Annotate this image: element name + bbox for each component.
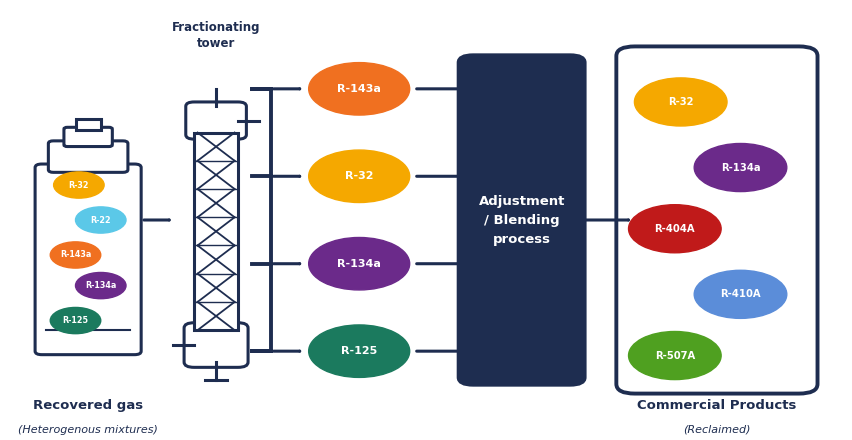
Text: R-134a: R-134a bbox=[337, 259, 381, 269]
Circle shape bbox=[308, 150, 409, 202]
Circle shape bbox=[308, 238, 409, 290]
Text: Fractionating
tower: Fractionating tower bbox=[171, 21, 260, 50]
Text: Adjustment
/ Blending
process: Adjustment / Blending process bbox=[478, 194, 564, 246]
FancyBboxPatch shape bbox=[458, 55, 584, 385]
Text: R-32: R-32 bbox=[667, 97, 693, 107]
Text: R-134a: R-134a bbox=[85, 281, 117, 290]
FancyBboxPatch shape bbox=[49, 141, 128, 172]
FancyBboxPatch shape bbox=[616, 47, 816, 393]
Text: R-507A: R-507A bbox=[654, 351, 694, 360]
FancyBboxPatch shape bbox=[35, 164, 141, 355]
Circle shape bbox=[634, 78, 726, 126]
Circle shape bbox=[50, 242, 101, 268]
Circle shape bbox=[54, 172, 104, 198]
FancyBboxPatch shape bbox=[64, 127, 112, 147]
Bar bbox=[76, 119, 101, 130]
Circle shape bbox=[628, 331, 720, 380]
Circle shape bbox=[308, 325, 409, 378]
Text: R-410A: R-410A bbox=[719, 290, 760, 299]
Text: Recovered gas: Recovered gas bbox=[33, 400, 143, 412]
Circle shape bbox=[76, 272, 126, 299]
Text: R-143a: R-143a bbox=[60, 250, 91, 260]
Text: R-125: R-125 bbox=[62, 316, 89, 325]
FancyBboxPatch shape bbox=[186, 102, 246, 139]
Circle shape bbox=[628, 205, 720, 253]
Text: R-32: R-32 bbox=[344, 171, 373, 181]
Text: R-125: R-125 bbox=[341, 346, 377, 356]
Text: R-134a: R-134a bbox=[720, 162, 759, 172]
Text: (Heterogenous mixtures): (Heterogenous mixtures) bbox=[18, 425, 158, 435]
Circle shape bbox=[76, 207, 126, 233]
Bar bbox=[194, 132, 238, 330]
Circle shape bbox=[50, 308, 101, 334]
FancyBboxPatch shape bbox=[184, 323, 248, 367]
Circle shape bbox=[694, 143, 786, 191]
Circle shape bbox=[694, 270, 786, 319]
Text: (Reclaimed): (Reclaimed) bbox=[682, 425, 750, 435]
Circle shape bbox=[308, 62, 409, 115]
Text: R-143a: R-143a bbox=[337, 84, 381, 94]
Text: Commercial Products: Commercial Products bbox=[636, 400, 796, 412]
Text: R-404A: R-404A bbox=[653, 224, 694, 234]
Text: R-22: R-22 bbox=[90, 216, 111, 224]
Text: R-32: R-32 bbox=[68, 180, 89, 190]
